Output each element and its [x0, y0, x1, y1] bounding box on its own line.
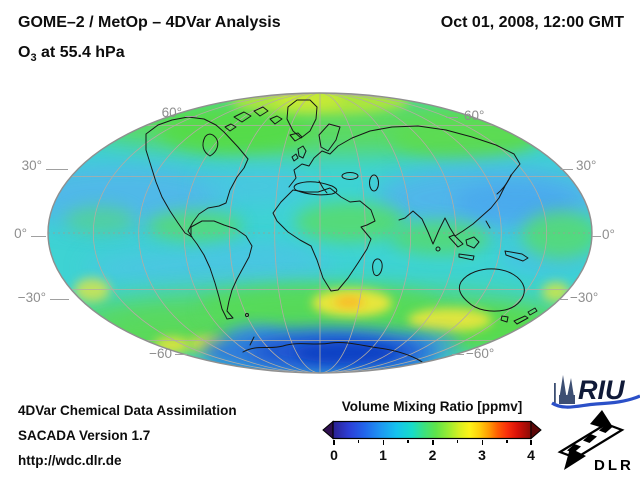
riu-mast-icon	[554, 383, 556, 403]
riu-text: RIU	[578, 375, 626, 405]
lat-label-left-30: 30°	[21, 158, 42, 173]
colorbar-tick-minor	[407, 440, 409, 443]
colorbar-gradient	[332, 420, 532, 440]
colorbar-tick-major	[481, 440, 483, 445]
footer-line-version: SACADA Version 1.7	[18, 428, 151, 443]
colorbar-tick-major	[333, 440, 335, 445]
colorbar-left-arrow	[322, 420, 334, 440]
colorbar-tick-minor	[506, 440, 508, 443]
lat-label-left-m30: −30°	[17, 290, 46, 305]
colorbar-scale	[322, 420, 542, 440]
colorbar-label-3: 3	[478, 447, 486, 463]
lat-label-right-60: 60°	[464, 108, 485, 123]
figure-title: GOME–2 / MetOp – 4DVar Analysis	[18, 14, 281, 31]
colorbar-label-2: 2	[428, 447, 437, 463]
colorbar-label-1: 1	[379, 447, 387, 463]
lat-tick	[50, 299, 69, 300]
dlr-arrow-icon	[557, 410, 625, 470]
lat-label-right-m30: −30°	[570, 290, 599, 305]
footer-line-assimilation: 4DVar Chemical Data Assimilation	[18, 403, 237, 418]
lat-tick	[31, 236, 46, 237]
colorbar-tick-major	[432, 440, 434, 445]
figure-datetime: Oct 01, 2008, 12:00 GMT	[440, 14, 624, 31]
colorbar-tick-minor	[456, 440, 459, 443]
colorbar-tick-major	[382, 440, 384, 445]
riu-logo: RIU	[551, 375, 640, 409]
lat-label-left-60: 60°	[161, 105, 182, 120]
lat-label-right-0: 0°	[602, 227, 615, 242]
projection-boundary	[47, 92, 593, 374]
lat-tick	[446, 117, 458, 118]
colorbar-title: Volume Mixing Ratio [ppmv]	[341, 399, 523, 414]
dlr-logo: DLR	[557, 410, 634, 474]
colorbar-tick-minor	[357, 440, 360, 443]
lat-label-left-m60: −60	[149, 346, 172, 361]
lat-tick	[185, 116, 197, 117]
colorbar-label-4: 4	[527, 447, 535, 463]
lat-tick	[46, 169, 68, 170]
species-subscript: 3	[30, 52, 37, 65]
lat-tick	[452, 354, 464, 355]
riu-wave-icon	[551, 394, 640, 409]
colorbar: Volume Mixing Ratio [ppmv]	[322, 398, 542, 472]
lat-tick	[175, 354, 187, 355]
coastlines	[145, 99, 538, 370]
ozone-field	[48, 93, 592, 373]
lat-label-left-0: 0°	[14, 226, 27, 241]
lat-label-right-m60: −60°	[466, 346, 495, 361]
lat-label-right-30: 30°	[576, 158, 597, 173]
colorbar-tick-major	[530, 440, 532, 445]
dlr-text: DLR	[594, 457, 634, 474]
lat-tick	[592, 236, 601, 237]
colorbar-right-arrow	[530, 420, 542, 440]
lat-tick	[560, 169, 573, 170]
cathedral-icon	[559, 375, 575, 404]
pressure-level-text: at 55.4 hPa	[36, 44, 125, 61]
figure-subtitle: O3 at 55.4 hPa	[18, 44, 125, 64]
lat-tick	[558, 299, 568, 300]
colorbar-label-0: 0	[330, 447, 338, 463]
footer-line-url: http://wdc.dlr.de	[18, 453, 122, 468]
species-symbol: O	[18, 44, 31, 61]
